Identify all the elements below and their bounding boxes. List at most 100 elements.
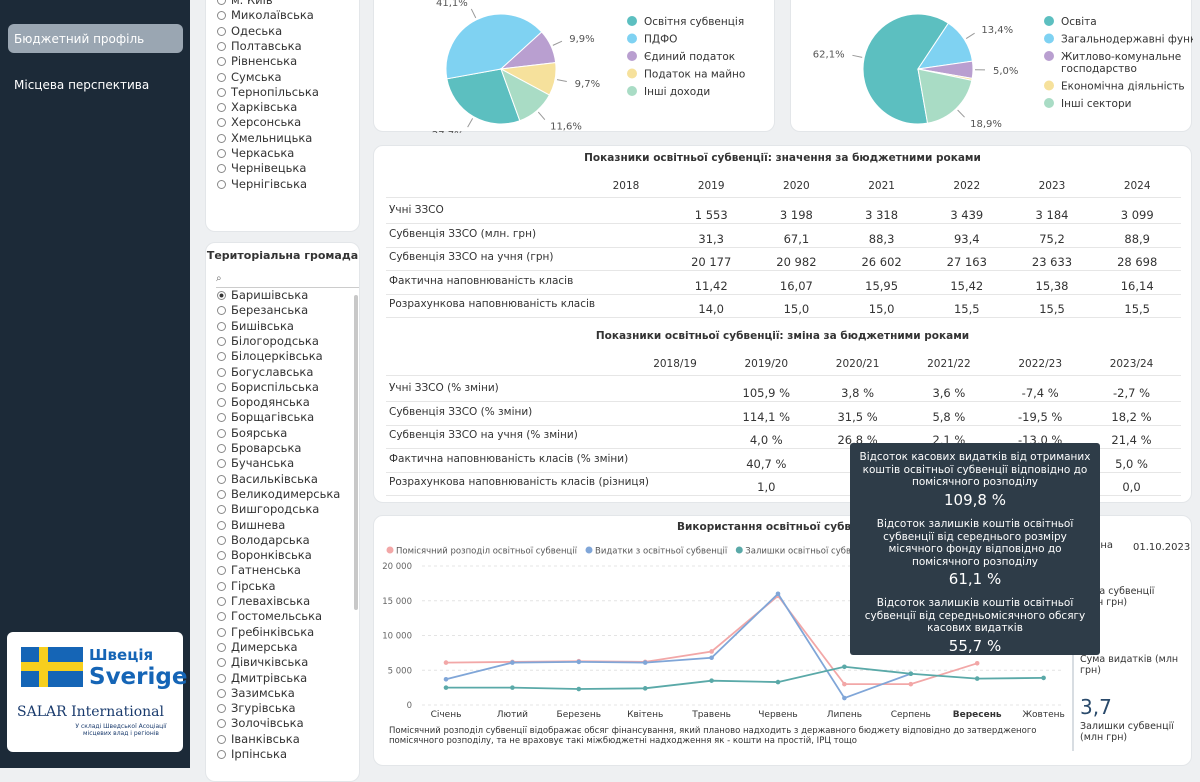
list-item[interactable]: Полтавська [231, 40, 302, 54]
list-item[interactable]: Харківська [231, 101, 297, 115]
radio[interactable] [217, 735, 226, 744]
radio[interactable] [217, 719, 226, 728]
radio[interactable] [217, 306, 226, 315]
list-item[interactable]: Тернопільська [231, 86, 319, 100]
radio[interactable] [217, 689, 226, 698]
list-item[interactable]: Бишівська [231, 320, 294, 334]
list-item[interactable]: Миколаївська [231, 9, 314, 23]
radio[interactable] [217, 475, 226, 484]
list-item[interactable]: Гостомельська [231, 610, 322, 624]
list-item[interactable]: Гатненська [231, 564, 301, 578]
list-item[interactable]: Херсонська [231, 116, 301, 130]
radio[interactable] [217, 597, 226, 606]
tooltip: Відсоток касових видатків від отриманих … [850, 443, 1100, 655]
radio[interactable] [217, 322, 226, 331]
list-item[interactable]: Володарська [231, 534, 310, 548]
list-item[interactable]: Бориспільська [231, 381, 319, 395]
radio[interactable] [217, 536, 226, 545]
table-cell: 15,38 [1012, 280, 1092, 294]
list-item[interactable]: м. Київ [231, 0, 273, 8]
scrollbar[interactable] [354, 295, 358, 610]
radio[interactable] [217, 180, 226, 189]
list-item[interactable]: Васильківська [231, 473, 318, 487]
radio[interactable] [217, 398, 226, 407]
list-item[interactable]: Бородянська [231, 396, 310, 410]
radio[interactable] [217, 444, 226, 453]
radio[interactable] [217, 103, 226, 112]
menu-item[interactable]: Місцева перспектива [8, 70, 183, 99]
search-icon[interactable]: ⌕ [216, 273, 222, 285]
radio[interactable] [217, 11, 226, 20]
list-item[interactable]: Рівненська [231, 55, 297, 69]
list-item[interactable]: Одеська [231, 25, 282, 39]
radio[interactable] [217, 368, 226, 377]
list-item[interactable]: Воронківська [231, 549, 312, 563]
list-item[interactable]: Березанська [231, 304, 308, 318]
list-item[interactable]: Дмитрівська [231, 672, 307, 686]
radio[interactable] [217, 704, 226, 713]
radio[interactable] [217, 291, 226, 300]
list-item[interactable]: Великодимерська [231, 488, 340, 502]
radio[interactable] [217, 88, 226, 97]
radio[interactable] [217, 42, 226, 51]
list-item[interactable]: Білогородська [231, 335, 319, 349]
list-item[interactable]: Сумська [231, 71, 282, 85]
list-item[interactable]: Гребінківська [231, 626, 314, 640]
radio[interactable] [217, 459, 226, 468]
list-item[interactable]: Іванківська [231, 733, 300, 747]
list-item[interactable]: Борщагівська [231, 411, 314, 425]
list-item[interactable]: Димерська [231, 641, 298, 655]
list-item[interactable]: Білоцерківська [231, 350, 323, 364]
radio[interactable] [217, 628, 226, 637]
radio[interactable] [217, 674, 226, 683]
list-item[interactable]: Броварська [231, 442, 301, 456]
radio[interactable] [217, 57, 226, 66]
list-item[interactable]: Гірська [231, 580, 276, 594]
list-item[interactable]: Хмельницька [231, 132, 312, 146]
radio[interactable] [217, 149, 226, 158]
list-item[interactable]: Ірпінська [231, 748, 287, 762]
radio[interactable] [217, 643, 226, 652]
x-tick-label: Березень [557, 710, 601, 720]
radio[interactable] [217, 521, 226, 530]
table-title: Показники освітньої субвенції: зміна за … [374, 330, 1191, 343]
radio[interactable] [217, 352, 226, 361]
list-item[interactable]: Черкаська [231, 147, 294, 161]
list-item[interactable]: Зазимська [231, 687, 295, 701]
list-item[interactable]: Богуславська [231, 366, 313, 380]
radio[interactable] [217, 73, 226, 82]
list-item[interactable]: Боярська [231, 427, 287, 441]
list-item[interactable]: Баришівська [231, 289, 308, 303]
radio[interactable] [217, 337, 226, 346]
radio[interactable] [217, 413, 226, 422]
radio[interactable] [217, 582, 226, 591]
radio[interactable] [217, 551, 226, 560]
radio[interactable] [217, 429, 226, 438]
radio[interactable] [217, 612, 226, 621]
radio[interactable] [217, 164, 226, 173]
list-item[interactable]: Згурівська [231, 702, 296, 716]
radio[interactable] [217, 27, 226, 36]
radio[interactable] [217, 0, 226, 5]
legend-label: Інші сектори [1061, 98, 1131, 110]
radio[interactable] [217, 566, 226, 575]
list-item[interactable]: Золочівська [231, 717, 304, 731]
list-item[interactable]: Дівичківська [231, 656, 308, 670]
list-item[interactable]: Глевахівська [231, 595, 310, 609]
table-cell: 3,6 % [909, 387, 989, 401]
radio[interactable] [217, 505, 226, 514]
list-item[interactable]: Чернігівська [231, 178, 307, 192]
list-item[interactable]: Чернівецька [231, 162, 306, 176]
radio[interactable] [217, 658, 226, 667]
list-item[interactable]: Бучанська [231, 457, 294, 471]
radio[interactable] [217, 383, 226, 392]
slice-label: 27,7% [432, 130, 464, 133]
list-item[interactable]: Вишнева [231, 519, 285, 533]
radio[interactable] [217, 750, 226, 759]
radio[interactable] [217, 118, 226, 127]
list-item[interactable]: Вишгородська [231, 503, 319, 517]
y-tick-label: 10 000 [382, 632, 412, 642]
menu-item[interactable]: Бюджетний профіль [8, 24, 183, 53]
radio[interactable] [217, 490, 226, 499]
radio[interactable] [217, 134, 226, 143]
